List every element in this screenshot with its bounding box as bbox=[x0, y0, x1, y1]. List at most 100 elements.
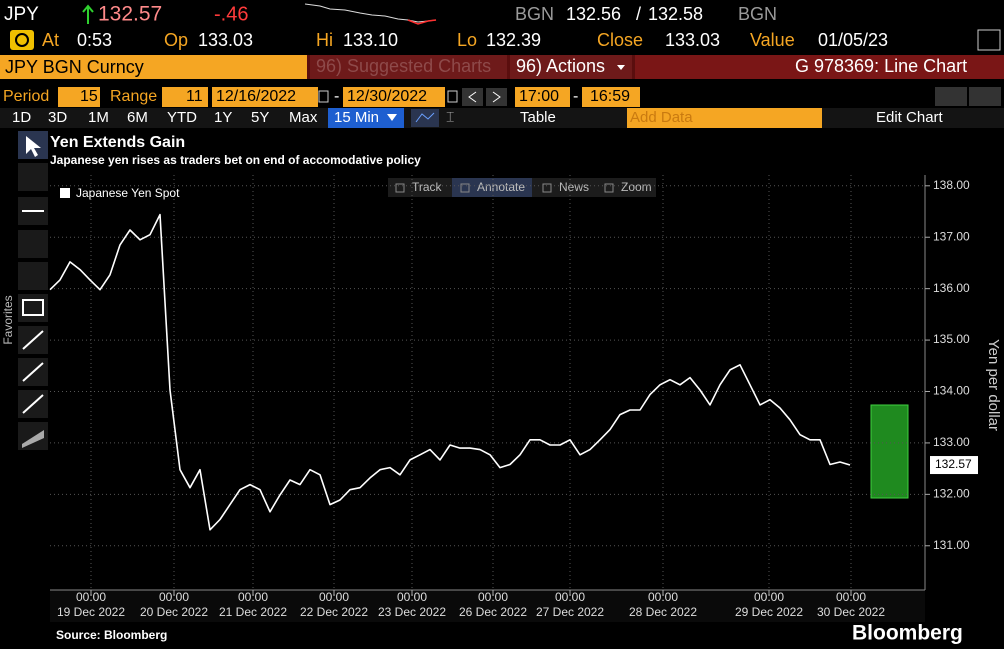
undo-button[interactable] bbox=[935, 87, 967, 106]
interval-caret bbox=[387, 114, 397, 121]
range-button[interactable]: Max bbox=[289, 109, 318, 126]
text-tool[interactable] bbox=[18, 230, 48, 258]
calendar-icon[interactable] bbox=[447, 90, 458, 103]
price: 132.57 bbox=[98, 3, 162, 26]
actions: 96) Actions bbox=[516, 56, 605, 76]
brand: Bloomberg bbox=[852, 622, 963, 645]
end-date-box[interactable] bbox=[343, 87, 445, 107]
x-tick-date: 22 Dec 2022 bbox=[300, 605, 368, 619]
chart-tool-icon bbox=[542, 183, 552, 193]
range-button[interactable]: 1M bbox=[88, 109, 109, 126]
last-value-label: 132.57 bbox=[935, 457, 972, 471]
interval-button[interactable] bbox=[328, 108, 404, 128]
next-button[interactable] bbox=[486, 88, 507, 106]
last-value-box bbox=[930, 456, 978, 475]
chart-id-box bbox=[635, 55, 1004, 79]
quote-label: Op bbox=[164, 30, 188, 50]
actions-button[interactable] bbox=[510, 55, 632, 79]
bid: 132.56 bbox=[566, 4, 621, 24]
range-button[interactable]: 6M bbox=[127, 109, 148, 126]
range-button[interactable]: 3D bbox=[48, 109, 67, 126]
quote-label: Lo bbox=[457, 30, 477, 50]
y-axis-label: Yen per dollar bbox=[985, 339, 1002, 431]
quote-value: 0:53 bbox=[77, 30, 112, 50]
line-style-icon bbox=[415, 112, 435, 123]
start-time: 17:00 bbox=[519, 88, 559, 105]
range-button[interactable]: YTD bbox=[167, 109, 197, 126]
suggested: 96) Suggested Charts bbox=[316, 56, 491, 76]
x-tick-label: 00:00 bbox=[319, 590, 349, 604]
x-tick-date: 20 Dec 2022 bbox=[140, 605, 208, 619]
x-axis-band bbox=[50, 590, 925, 622]
favorites[interactable]: Favorites bbox=[1, 295, 15, 344]
range-button[interactable]: 1D bbox=[12, 109, 31, 126]
x-tick-date: 30 Dec 2022 bbox=[817, 605, 885, 619]
x-tick-label: 00:00 bbox=[478, 590, 508, 604]
clock-face bbox=[15, 33, 29, 47]
separator: / bbox=[636, 4, 641, 24]
table-button[interactable]: Table bbox=[520, 109, 556, 126]
x-tick-label: 00:00 bbox=[76, 590, 106, 604]
chart-subtitle: Japanese yen rises as traders bet on end… bbox=[50, 153, 421, 167]
quote-value: 133.10 bbox=[343, 30, 398, 50]
end-time-box[interactable] bbox=[582, 87, 640, 107]
start-time-box[interactable] bbox=[515, 87, 570, 107]
prev-button[interactable] bbox=[462, 88, 483, 106]
expand-icon[interactable] bbox=[977, 29, 1001, 51]
fib-tool[interactable] bbox=[18, 262, 48, 290]
bar-style-icon[interactable]: ⌶ bbox=[446, 109, 454, 125]
ray-icon bbox=[22, 362, 44, 382]
y-tick-label: 133.00 bbox=[933, 435, 970, 449]
price-line bbox=[49, 213, 851, 531]
range-button[interactable]: 1Y bbox=[214, 109, 232, 126]
quote-label: Value bbox=[750, 30, 795, 50]
edit-chart[interactable]: Edit Chart bbox=[876, 109, 944, 126]
change: -.46 bbox=[214, 3, 248, 25]
chart-tool[interactable]: Zoom bbox=[621, 180, 652, 194]
suggested-button[interactable] bbox=[310, 55, 507, 79]
ask-source: BGN bbox=[738, 4, 777, 24]
range-label: Range bbox=[110, 88, 157, 105]
line-style-button[interactable] bbox=[411, 109, 439, 127]
quote-value: 133.03 bbox=[198, 30, 253, 50]
security-box[interactable] bbox=[0, 55, 307, 79]
range-box[interactable] bbox=[162, 87, 208, 107]
end-date: 12/30/2022 bbox=[347, 88, 427, 105]
start-date: 12/16/2022 bbox=[216, 88, 296, 105]
x-tick-date: 26 Dec 2022 bbox=[459, 605, 527, 619]
x-tick-label: 00:00 bbox=[836, 590, 866, 604]
chart-tools: Track Annotate News Zoom bbox=[395, 180, 652, 194]
period-box[interactable] bbox=[58, 87, 100, 107]
range: 11 bbox=[186, 88, 203, 105]
clock-icon[interactable] bbox=[10, 30, 34, 50]
chart-tool[interactable]: Annotate bbox=[477, 180, 525, 194]
actions-caret bbox=[617, 65, 625, 70]
ask: 132.58 bbox=[648, 4, 703, 24]
range-button[interactable]: 5Y bbox=[251, 109, 269, 126]
x-tick-label: 00:00 bbox=[555, 590, 585, 604]
range-box bbox=[870, 404, 909, 499]
x-tick-date: 23 Dec 2022 bbox=[378, 605, 446, 619]
redo-button[interactable] bbox=[969, 87, 1001, 106]
chart-tool[interactable]: News bbox=[559, 180, 589, 194]
x-tick-label: 00:00 bbox=[754, 590, 784, 604]
calendar-icon[interactable] bbox=[318, 90, 329, 103]
quote-value: 01/05/23 bbox=[818, 30, 888, 50]
line-icon bbox=[22, 330, 44, 350]
x-tick-label: 00:00 bbox=[397, 590, 427, 604]
y-tick-label: 136.00 bbox=[933, 281, 970, 295]
next-icon bbox=[492, 91, 501, 103]
x-tick-date: 27 Dec 2022 bbox=[536, 605, 604, 619]
quote-value: 133.03 bbox=[665, 30, 720, 50]
chart-tool[interactable]: Track bbox=[412, 180, 443, 194]
legend-swatch bbox=[60, 188, 70, 198]
add-data: Add Data bbox=[630, 109, 693, 126]
pen-tool[interactable] bbox=[18, 163, 48, 191]
time-dash: - bbox=[573, 88, 578, 105]
period-label: Period bbox=[3, 88, 49, 105]
sparkline-tail bbox=[407, 19, 437, 25]
start-date-box[interactable] bbox=[212, 87, 318, 107]
add-data-box[interactable] bbox=[627, 108, 822, 128]
bid-source: BGN bbox=[515, 4, 554, 24]
rect-icon bbox=[22, 299, 44, 316]
